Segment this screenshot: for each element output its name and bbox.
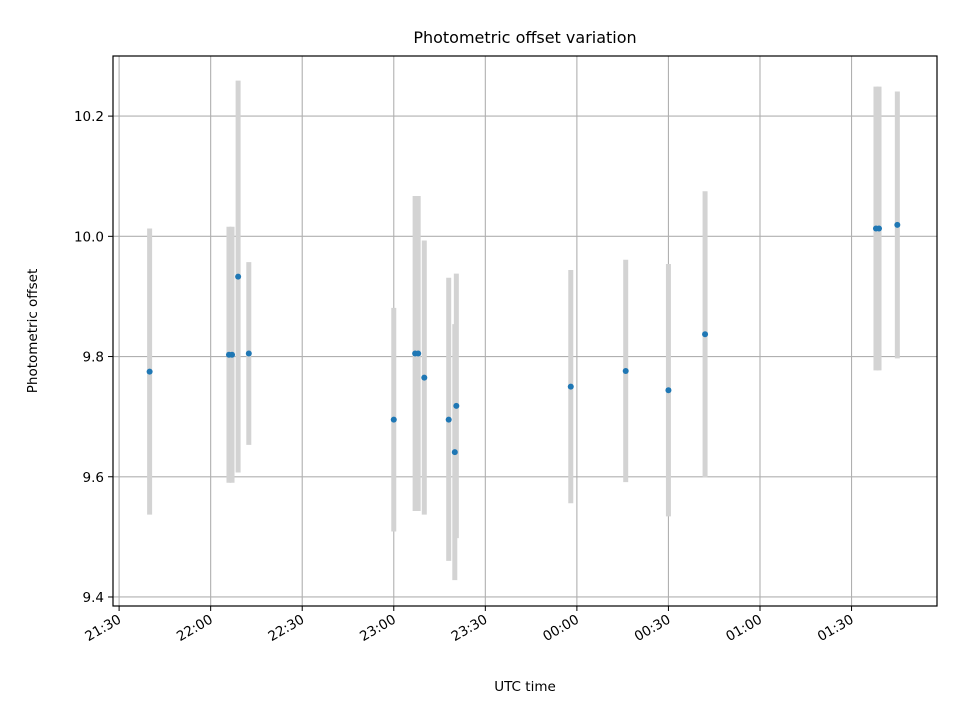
data-point — [415, 350, 422, 357]
data-point — [665, 387, 672, 394]
data-point — [229, 351, 236, 358]
data-point — [876, 225, 883, 232]
y-tick-label: 10.0 — [74, 229, 104, 245]
data-point — [146, 368, 153, 375]
x-axis-label: UTC time — [494, 679, 556, 695]
chart-title: Photometric offset variation — [413, 28, 636, 47]
data-point — [702, 331, 709, 338]
data-point — [567, 383, 574, 390]
data-point — [451, 449, 458, 456]
y-axis-ticks: 9.4 9.6 9.8 10.0 10.2 — [74, 109, 113, 606]
data-points — [146, 221, 901, 456]
y-tick-label: 9.4 — [83, 590, 104, 606]
data-point — [245, 350, 252, 357]
y-tick-label: 9.8 — [83, 350, 104, 366]
y-tick-label: 10.2 — [74, 109, 104, 125]
data-point — [453, 402, 460, 409]
y-axis-label: Photometric offset — [25, 269, 41, 393]
grid — [113, 56, 937, 606]
data-point — [390, 416, 397, 423]
data-point — [445, 416, 452, 423]
y-tick-label: 9.6 — [83, 470, 104, 486]
data-point — [622, 367, 629, 374]
data-point — [421, 374, 428, 381]
plot-frame — [112, 55, 938, 607]
data-point — [235, 273, 242, 280]
data-point — [894, 221, 901, 228]
